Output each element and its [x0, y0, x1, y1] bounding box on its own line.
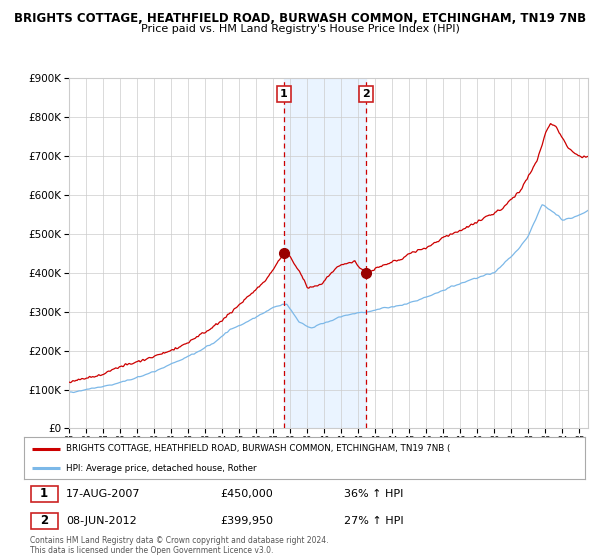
Text: 27% ↑ HPI: 27% ↑ HPI — [344, 516, 403, 526]
Text: Price paid vs. HM Land Registry's House Price Index (HPI): Price paid vs. HM Land Registry's House … — [140, 24, 460, 34]
Text: 17-AUG-2007: 17-AUG-2007 — [66, 489, 140, 499]
Text: 36% ↑ HPI: 36% ↑ HPI — [344, 489, 403, 499]
Text: 2: 2 — [40, 514, 48, 528]
FancyBboxPatch shape — [31, 486, 58, 502]
FancyBboxPatch shape — [31, 513, 58, 529]
Text: Contains HM Land Registry data © Crown copyright and database right 2024.
This d: Contains HM Land Registry data © Crown c… — [30, 536, 329, 556]
Text: 1: 1 — [40, 487, 48, 501]
Text: 2: 2 — [362, 89, 370, 99]
Text: 1: 1 — [280, 89, 288, 99]
Text: 08-JUN-2012: 08-JUN-2012 — [66, 516, 137, 526]
Text: £399,950: £399,950 — [220, 516, 274, 526]
Text: BRIGHTS COTTAGE, HEATHFIELD ROAD, BURWASH COMMON, ETCHINGHAM, TN19 7NB: BRIGHTS COTTAGE, HEATHFIELD ROAD, BURWAS… — [14, 12, 586, 25]
Text: HPI: Average price, detached house, Rother: HPI: Average price, detached house, Roth… — [66, 464, 257, 473]
Bar — [284, 78, 366, 428]
Text: £450,000: £450,000 — [220, 489, 273, 499]
Text: BRIGHTS COTTAGE, HEATHFIELD ROAD, BURWASH COMMON, ETCHINGHAM, TN19 7NB (: BRIGHTS COTTAGE, HEATHFIELD ROAD, BURWAS… — [66, 444, 451, 453]
